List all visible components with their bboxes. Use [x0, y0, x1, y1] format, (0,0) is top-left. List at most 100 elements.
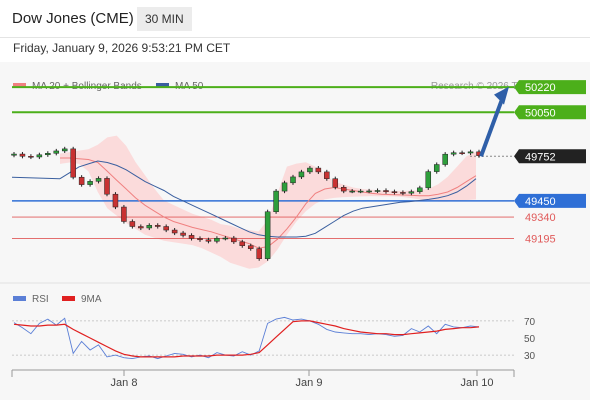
candle: [180, 230, 186, 238]
candle-body-down: [332, 178, 339, 188]
level-badge-label: 49752: [525, 151, 556, 163]
candle-body-up: [442, 153, 448, 165]
x-tick-label: Jan 8: [111, 377, 138, 389]
candle-body-down: [383, 190, 389, 192]
rsi-legend: RSI 9MA: [13, 294, 102, 305]
legend-ma20-swatch: [13, 83, 26, 88]
candle-body-up: [374, 190, 381, 192]
candle-body-up: [61, 148, 68, 152]
candle-body-down: [205, 239, 212, 242]
level-badge-bg: [514, 80, 586, 95]
candle-body-down: [154, 225, 161, 227]
candle-body-up: [290, 176, 296, 184]
timeframe-selector[interactable]: 30 MIN: [137, 7, 192, 31]
candle: [19, 151, 26, 159]
candle: [138, 224, 144, 231]
candle: [290, 174, 296, 185]
legend-ma50-swatch: [156, 83, 169, 88]
candle: [45, 151, 51, 157]
candle-body-up: [433, 164, 440, 172]
candle: [231, 235, 237, 244]
candle: [247, 243, 254, 251]
candle-body-down: [239, 241, 246, 246]
candle: [78, 175, 85, 187]
candle: [450, 150, 457, 157]
candle-body-up: [408, 191, 415, 194]
candle: [61, 146, 68, 154]
candle: [129, 219, 136, 229]
candle-body-down: [247, 245, 254, 249]
candle-body-down: [171, 229, 178, 234]
candle-body-up: [298, 171, 305, 178]
candle: [121, 204, 127, 224]
candle: [357, 189, 364, 194]
candle-body-down: [197, 238, 203, 241]
level-text-label: 49340: [525, 212, 556, 224]
rsi-series-RSI: [13, 316, 480, 360]
candle: [442, 152, 448, 167]
candle-body-up: [45, 153, 51, 156]
candle-body-down: [231, 237, 237, 243]
candle: [408, 189, 415, 196]
candle: [87, 179, 93, 187]
chart-panel: [0, 62, 590, 400]
candle-body-up: [366, 190, 372, 193]
candle: [70, 146, 76, 180]
candle: [366, 188, 372, 194]
candle: [188, 233, 195, 241]
candle: [400, 190, 406, 196]
candle-body-up: [450, 152, 457, 155]
level-badge-bg: [514, 193, 586, 208]
candle: [332, 176, 339, 190]
candle-body-down: [324, 171, 330, 179]
candle: [146, 223, 153, 231]
candle: [214, 236, 220, 244]
rsi-plot: 70 50 30: [12, 317, 536, 362]
candle: [256, 246, 262, 261]
candle-body-down: [163, 226, 169, 231]
candle-body-down: [315, 167, 322, 173]
candle-body-down: [129, 221, 136, 227]
bollinger-bands: [60, 135, 476, 269]
candle-body-up: [425, 171, 432, 189]
candle-body-up: [11, 153, 17, 156]
candle: [374, 188, 381, 194]
candle: [417, 185, 423, 194]
candle-body-up: [307, 167, 313, 173]
candle: [163, 224, 169, 233]
candle-body-up: [467, 151, 474, 154]
candle-body-up: [95, 178, 102, 182]
candle-body-down: [400, 192, 406, 194]
level-text-label: 49195: [525, 233, 556, 245]
candle: [11, 151, 17, 158]
rsi-ytick-label: 50: [524, 334, 536, 345]
candle-body-down: [138, 226, 144, 229]
candle-body-up: [36, 154, 43, 158]
level-badge-bg: [514, 105, 586, 120]
rsi-series-9MA: [13, 320, 480, 358]
candle-body-down: [112, 193, 119, 208]
candle-body-down: [391, 191, 398, 193]
candle-body-down: [28, 156, 34, 158]
level-badge-label: 50050: [525, 107, 556, 119]
candle: [53, 148, 60, 156]
candle-body-up: [281, 182, 288, 192]
bollinger-band-area: [60, 135, 476, 269]
candle: [112, 192, 119, 210]
x-axis: Jan 8 Jan 9 Jan 10: [111, 370, 494, 389]
candle-body-up: [264, 211, 271, 259]
candle-body-up: [222, 237, 229, 240]
candle: [104, 176, 110, 197]
candle-body-down: [19, 153, 26, 157]
candle-body-down: [121, 206, 127, 222]
chart-header: Dow Jones (CME) 30 MIN: [0, 0, 590, 38]
candle: [28, 154, 34, 160]
x-tick-label: Jan 9: [296, 377, 323, 389]
price-badges: 50220 50050 49752 49450 49340 49195: [514, 80, 586, 245]
level-badge-bg: [514, 149, 586, 164]
level-badge-label: 50220: [525, 82, 556, 94]
price-levels: [12, 86, 514, 239]
candle: [154, 223, 161, 229]
candle-body-up: [349, 190, 355, 193]
forecast-arrow: [479, 95, 505, 157]
